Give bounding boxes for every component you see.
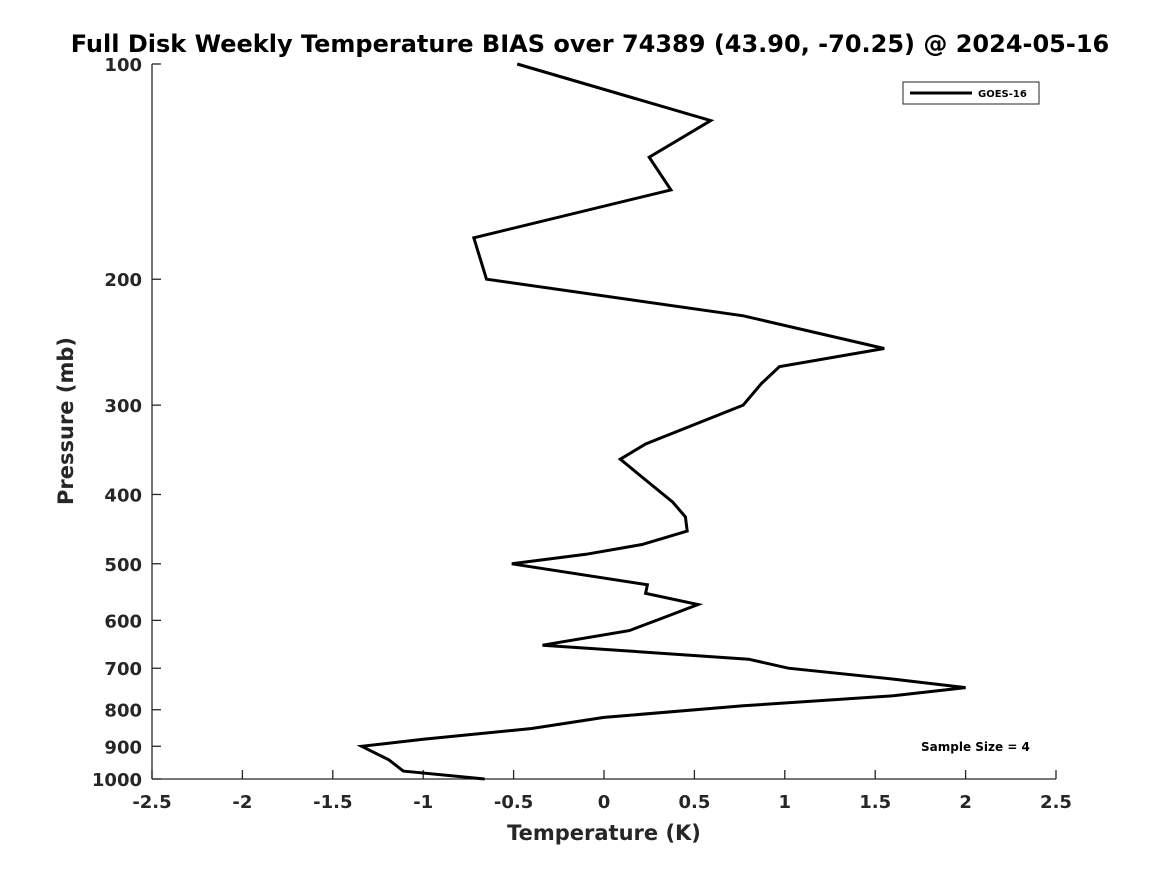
series-layer bbox=[356, 62, 966, 781]
sample-size-annotation: Sample Size = 4 bbox=[921, 740, 1030, 754]
x-axis-label: Temperature (K) bbox=[507, 821, 701, 845]
y-tick-label: 100 bbox=[104, 55, 142, 76]
x-tick-label: -2 bbox=[232, 792, 252, 813]
x-tick-label: -0.5 bbox=[494, 792, 533, 813]
x-ticks: -2.5 -2 -1.5 -1 -0.5 0 0.5 1 1.5 2 2.5 bbox=[132, 770, 1072, 813]
y-ticks: 100 200 300 400 500 600 700 800 900 1000 bbox=[92, 55, 161, 791]
x-tick-label: -2.5 bbox=[132, 792, 171, 813]
y-tick-label: 200 bbox=[104, 270, 142, 291]
x-tick-label: 2.5 bbox=[1040, 792, 1072, 813]
x-tick-label: 1.5 bbox=[859, 792, 891, 813]
y-tick-label: 400 bbox=[104, 485, 142, 506]
x-tick-label: -1 bbox=[413, 792, 433, 813]
y-tick-label: 700 bbox=[104, 659, 142, 680]
y-tick-label: 800 bbox=[104, 701, 142, 722]
legend-label-goes16: GOES-16 bbox=[978, 89, 1027, 100]
y-tick-label: 500 bbox=[104, 555, 142, 576]
y-tick-label: 900 bbox=[104, 737, 142, 758]
legend: GOES-16 bbox=[902, 81, 1040, 105]
x-tick-label: 2 bbox=[959, 792, 972, 813]
y-tick-label: 1000 bbox=[92, 770, 142, 791]
x-tick-label: 0.5 bbox=[678, 792, 710, 813]
x-tick-label: 0 bbox=[598, 792, 611, 813]
series-line-goes16 bbox=[356, 62, 966, 781]
x-tick-label: 1 bbox=[779, 792, 792, 813]
y-tick-label: 300 bbox=[104, 396, 142, 417]
x-tick-label: -1.5 bbox=[313, 792, 352, 813]
y-axis-label: Pressure (mb) bbox=[54, 337, 78, 505]
chart-title: Full Disk Weekly Temperature BIAS over 7… bbox=[71, 30, 1110, 58]
y-tick-label: 600 bbox=[104, 611, 142, 632]
